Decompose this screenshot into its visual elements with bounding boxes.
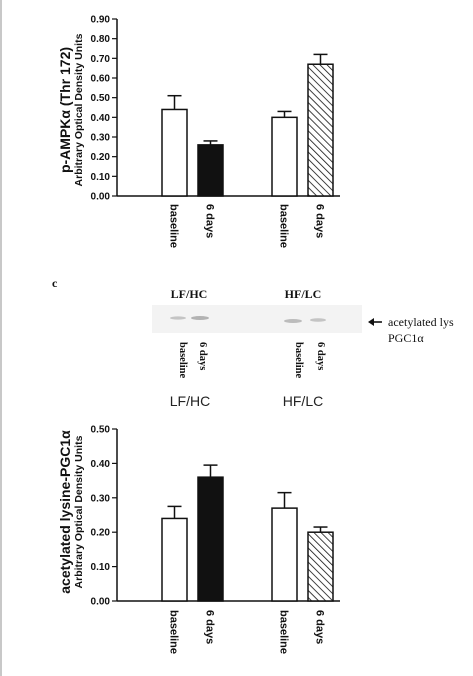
- y-tick-label: 0.60: [91, 74, 111, 85]
- panel-letter: c: [52, 276, 58, 290]
- bar: [271, 507, 298, 602]
- y-axis-title: p-AMPKα (Thr 172): [57, 47, 73, 173]
- chart-bars: [161, 53, 334, 197]
- y-tick-label: 0.20: [91, 152, 111, 163]
- category-label: 6 days: [204, 204, 216, 238]
- chart-ampk: p-AMPKα (Thr 172) Arbitrary Optical Dens…: [57, 15, 340, 248]
- bar: [161, 517, 188, 602]
- y-tick-label: 0.80: [91, 34, 111, 45]
- category-label: 6 days: [204, 610, 216, 644]
- y-tick-label: 0.10: [91, 172, 111, 183]
- y-tick-label: 0.30: [91, 493, 111, 504]
- y-tick-label: 0.00: [91, 597, 111, 608]
- diet-label-lfhc: LF/HC: [170, 393, 210, 409]
- panel-c: c LF/HC HF/LC acetylated lys PGC1α basel…: [52, 276, 454, 409]
- chart-acetyl-pgc1a: acetylated lysine-PGC1α Arbitrary Optica…: [57, 425, 340, 654]
- y-tick-label: 0.40: [91, 459, 111, 470]
- bar: [197, 476, 224, 602]
- y-axis-title: acetylated lysine-PGC1α: [57, 430, 73, 594]
- category-label: 6 days: [314, 204, 326, 238]
- y-tick-label: 0.40: [91, 113, 111, 124]
- chart-axes: 0.00 0.10 0.20 0.30 0.40 0.50 0.60 0.70 0.80 0.90: [91, 15, 340, 203]
- y-tick-label: 0.90: [91, 15, 111, 26]
- western-blot: [152, 305, 362, 333]
- arrow-icon: [368, 318, 382, 326]
- y-tick-label: 0.20: [91, 528, 111, 539]
- category-labels: baseline 6 days baseline 6 days: [168, 610, 326, 654]
- y-tick-label: 0.50: [91, 425, 111, 436]
- lane-label: 6 days: [315, 342, 326, 370]
- y-tick-label: 0.70: [91, 54, 111, 65]
- y-tick-label: 0.30: [91, 133, 111, 144]
- category-label: baseline: [168, 610, 180, 654]
- category-label: 6 days: [314, 610, 326, 644]
- page-left-border: [0, 0, 2, 676]
- bar: [197, 144, 224, 197]
- lane-label: baseline: [293, 342, 304, 379]
- lane-label: baseline: [177, 342, 188, 379]
- category-label: baseline: [168, 204, 180, 248]
- bar: [307, 531, 334, 602]
- blot-annotation-protein: PGC1α: [388, 331, 424, 345]
- bar: [271, 116, 298, 197]
- y-axis-subtitle: Arbitrary Optical Density Units: [73, 435, 85, 588]
- category-label: baseline: [278, 610, 290, 654]
- y-tick-label: 0.10: [91, 562, 111, 573]
- chart-axes: 0.00 0.10 0.20 0.30 0.40 0.50: [91, 425, 340, 608]
- blot-group-label-hflc: HF/LC: [285, 287, 322, 301]
- category-label: baseline: [278, 204, 290, 248]
- y-tick-label: 0.50: [91, 93, 111, 104]
- bar: [307, 63, 334, 197]
- bar: [161, 108, 188, 197]
- blot-group-label-lfhc: LF/HC: [171, 287, 208, 301]
- chart-bars: [161, 464, 334, 602]
- diet-label-hflc: HF/LC: [283, 393, 323, 409]
- lane-label: 6 days: [197, 342, 208, 370]
- blot-annotation: acetylated lys: [388, 315, 454, 329]
- category-labels: baseline 6 days baseline 6 days: [168, 204, 326, 248]
- y-tick-label: 0.00: [91, 192, 111, 203]
- y-axis-subtitle: Arbitrary Optical Density Units: [73, 33, 85, 186]
